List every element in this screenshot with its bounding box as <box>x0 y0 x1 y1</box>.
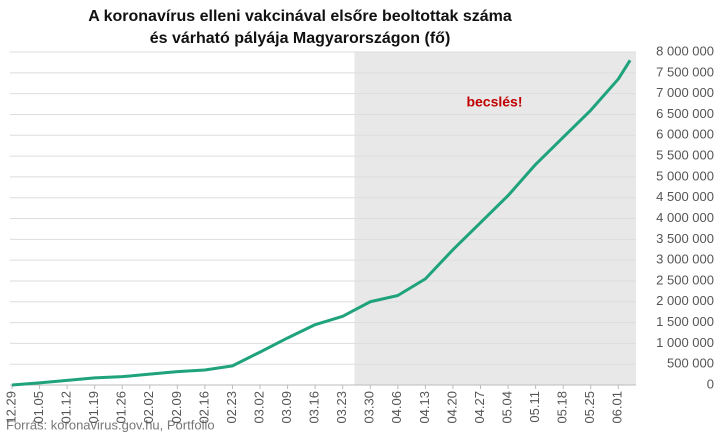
x-tick-label: 01.05 <box>31 391 46 424</box>
x-tick-label: 06.01 <box>610 391 625 424</box>
y-tick-label: 2 500 000 <box>656 272 714 287</box>
y-tick-label: 3 500 000 <box>656 231 714 246</box>
x-tick-label: 02.02 <box>141 391 156 424</box>
chart-title: A koronavírus elleni vakcinával elsőre b… <box>88 8 512 25</box>
x-tick-label: 02.16 <box>196 391 211 424</box>
y-tick-label: 500 000 <box>667 356 714 371</box>
y-tick-label: 5 500 000 <box>656 148 714 163</box>
x-tick-label: 04.13 <box>417 391 432 424</box>
x-tick-label: 02.23 <box>224 391 239 424</box>
x-tick-label: 01.19 <box>86 391 101 424</box>
x-tick-label: 03.02 <box>251 391 266 424</box>
y-tick-label: 2 000 000 <box>656 293 714 308</box>
source: Forrás: koronavirus.gov.hu, Portfolio <box>6 417 215 432</box>
x-tick-label: 01.26 <box>114 391 129 424</box>
x-tick-label: 04.06 <box>389 391 404 424</box>
series-line <box>11 59 632 387</box>
x-tick-label: 03.23 <box>334 391 349 424</box>
x-tick-label: 01.12 <box>59 391 74 424</box>
y-tick-label: 1 000 000 <box>656 335 714 350</box>
x-tick-label: 05.11 <box>527 391 542 423</box>
y-tick-label: 4 000 000 <box>656 210 714 225</box>
y-tick-label: 0 <box>707 376 714 391</box>
y-tick-label: 1 500 000 <box>656 314 714 329</box>
y-tick-label: 7 000 000 <box>656 85 714 100</box>
estimate-label: becslés! <box>466 94 522 110</box>
x-tick-label: 03.16 <box>307 391 322 424</box>
x-tick-label: 12.29 <box>3 391 18 424</box>
y-tick-label: 8 000 000 <box>656 43 714 58</box>
x-tick-label: 05.18 <box>555 391 570 424</box>
x-tick-label: 03.30 <box>362 391 377 424</box>
y-tick-label: 6 500 000 <box>656 106 714 121</box>
x-tick-label: 04.27 <box>472 391 487 424</box>
y-tick-label: 7 500 000 <box>656 64 714 79</box>
y-tick-label: 4 500 000 <box>656 189 714 204</box>
y-tick-label: 6 000 000 <box>656 127 714 142</box>
x-tick-label: 05.25 <box>582 391 597 424</box>
y-tick-label: 3 000 000 <box>656 252 714 267</box>
x-tick-label: 02.09 <box>169 391 184 424</box>
x-tick-label: 04.20 <box>444 391 459 424</box>
x-tick-label: 05.04 <box>499 391 514 424</box>
chart-title: és várható pályája Magyarországon (fő) <box>150 30 451 47</box>
y-tick-label: 5 000 000 <box>656 168 714 183</box>
x-tick-label: 03.09 <box>279 391 294 424</box>
